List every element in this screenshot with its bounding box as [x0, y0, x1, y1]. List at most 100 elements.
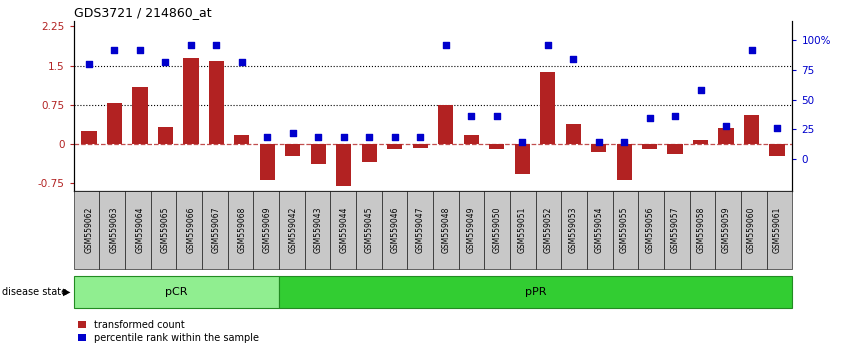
Text: GSM559063: GSM559063 — [110, 207, 119, 253]
Bar — [362, 144, 377, 162]
Point — [82, 61, 96, 67]
Point — [235, 59, 249, 64]
Text: GSM559065: GSM559065 — [161, 207, 170, 253]
Text: GSM559055: GSM559055 — [620, 207, 629, 253]
Bar — [125, 191, 151, 269]
Bar — [540, 72, 555, 144]
Text: GSM559050: GSM559050 — [492, 207, 501, 253]
Text: GSM559053: GSM559053 — [569, 207, 578, 253]
Bar — [693, 140, 708, 144]
Point — [362, 135, 376, 140]
Text: GSM559056: GSM559056 — [645, 207, 654, 253]
Point — [566, 57, 580, 62]
Bar — [107, 103, 122, 144]
Point — [617, 139, 631, 145]
Bar — [81, 131, 96, 144]
Bar — [279, 191, 305, 269]
Point — [694, 87, 708, 93]
Text: GSM559058: GSM559058 — [696, 207, 705, 253]
Text: GSM559051: GSM559051 — [518, 207, 527, 253]
Point — [719, 123, 733, 129]
Bar — [561, 191, 587, 269]
Point — [158, 59, 172, 64]
Text: GSM559057: GSM559057 — [670, 207, 680, 253]
Bar — [587, 191, 613, 269]
Bar — [438, 105, 454, 144]
Bar — [591, 144, 606, 152]
Point — [286, 130, 300, 136]
Bar — [74, 191, 100, 269]
Text: GSM559048: GSM559048 — [442, 207, 450, 253]
Bar — [613, 191, 638, 269]
Point — [464, 113, 478, 119]
Point — [133, 47, 147, 53]
Point — [413, 135, 427, 140]
Bar — [336, 144, 352, 186]
Text: GSM559043: GSM559043 — [313, 207, 323, 253]
Bar — [463, 135, 479, 144]
Bar — [260, 144, 275, 180]
Bar — [407, 191, 433, 269]
Text: GSM559069: GSM559069 — [262, 207, 272, 253]
Text: GSM559049: GSM559049 — [467, 207, 475, 253]
Text: GSM559061: GSM559061 — [772, 207, 782, 253]
Point — [210, 42, 223, 48]
Text: pPR: pPR — [525, 287, 546, 297]
Text: GSM559059: GSM559059 — [721, 207, 731, 253]
Bar — [311, 144, 326, 164]
Text: GSM559068: GSM559068 — [237, 207, 246, 253]
Bar — [514, 144, 530, 175]
Bar — [642, 144, 657, 149]
Point — [669, 113, 682, 119]
Bar — [510, 191, 536, 269]
Bar — [100, 191, 125, 269]
Text: GSM559042: GSM559042 — [288, 207, 297, 253]
Text: ▶: ▶ — [63, 287, 71, 297]
Text: GSM559062: GSM559062 — [84, 207, 94, 253]
Point — [643, 116, 656, 121]
Point — [591, 139, 605, 145]
Bar — [74, 276, 279, 308]
Bar — [715, 191, 741, 269]
Bar — [253, 191, 279, 269]
Text: GSM559052: GSM559052 — [543, 207, 553, 253]
Bar — [387, 144, 403, 149]
Bar — [770, 144, 785, 156]
Text: GSM559067: GSM559067 — [212, 207, 221, 253]
Bar — [305, 191, 330, 269]
Bar — [489, 144, 504, 149]
Point — [261, 135, 275, 140]
Bar — [536, 191, 561, 269]
Point — [388, 135, 402, 140]
Bar — [689, 191, 715, 269]
Bar — [459, 191, 484, 269]
Bar — [228, 191, 253, 269]
Bar — [330, 191, 356, 269]
Point — [540, 42, 554, 48]
Text: GSM559066: GSM559066 — [186, 207, 196, 253]
Bar — [617, 144, 632, 180]
Bar — [484, 191, 510, 269]
Text: disease state: disease state — [2, 287, 67, 297]
Bar — [744, 115, 759, 144]
Bar — [279, 276, 792, 308]
Bar — [202, 191, 228, 269]
Bar — [433, 191, 459, 269]
Bar — [177, 191, 202, 269]
Text: GSM559060: GSM559060 — [747, 207, 756, 253]
Bar — [158, 127, 173, 144]
Bar — [132, 87, 147, 144]
Text: GSM559045: GSM559045 — [365, 207, 374, 253]
Bar — [668, 144, 682, 154]
Bar — [285, 144, 301, 156]
Point — [439, 42, 453, 48]
Point — [490, 113, 504, 119]
Text: GSM559044: GSM559044 — [339, 207, 348, 253]
Point — [770, 125, 784, 131]
Bar — [382, 191, 407, 269]
Bar — [766, 191, 792, 269]
Point — [312, 135, 326, 140]
Point — [745, 47, 759, 53]
Point — [107, 47, 121, 53]
Text: GSM559054: GSM559054 — [594, 207, 604, 253]
